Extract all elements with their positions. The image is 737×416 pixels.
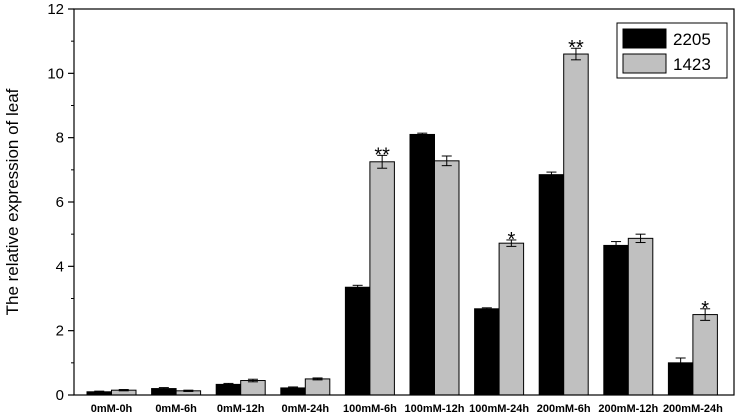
- error-bars-layer: [94, 47, 711, 393]
- y-tick-label: 12: [47, 1, 64, 18]
- bar-2205-0mM-12h: [215, 383, 242, 396]
- bar-1423-0mM-12h: [240, 380, 266, 396]
- x-tick-label: 200mM-24h: [663, 403, 723, 415]
- y-axis-title: The relative expression of leaf: [3, 88, 22, 315]
- x-tick-label: 200mM-12h: [598, 403, 658, 415]
- significance-marker: *: [701, 298, 709, 320]
- y-tick-label: 2: [56, 323, 64, 340]
- bar-2205-200mM-6h: [538, 174, 565, 396]
- y-tick-label: 4: [56, 258, 64, 275]
- legend-swatch-1423: [622, 53, 667, 74]
- y-tick-label: 10: [47, 65, 64, 82]
- significance-marker: **: [568, 37, 584, 59]
- bars-layer: [86, 53, 718, 396]
- x-tick-label: 100mM-6h: [343, 403, 397, 415]
- bar-1423-0mM-24h: [304, 378, 331, 396]
- bar-1423-200mM-6h: [563, 53, 589, 396]
- x-axis: 0mM-0h 0mM-6h 0mM-12h 0mM-24h 100mM-6h 100mM-…: [91, 403, 723, 415]
- legend-swatch-2205: [622, 28, 667, 49]
- bar-1423-100mM-12h: [434, 160, 460, 396]
- x-tick-label: 0mM-6h: [155, 403, 197, 415]
- x-tick-label: 0mM-0h: [91, 403, 133, 415]
- x-tick-label: 200mM-6h: [537, 403, 591, 415]
- legend-label-2205: 2205: [673, 30, 711, 49]
- x-tick-label: 0mM-24h: [281, 403, 329, 415]
- bar-1423-100mM-6h: [369, 161, 395, 396]
- bar-2205-100mM-24h: [474, 308, 500, 396]
- x-tick-label: 100mM-12h: [405, 403, 465, 415]
- bar-2205-100mM-12h: [409, 133, 435, 396]
- x-tick-label: 0mM-12h: [217, 403, 265, 415]
- bar-1423-200mM-12h: [627, 237, 654, 396]
- significance-marker: **: [374, 144, 390, 166]
- legend: 2205 1423: [616, 22, 728, 79]
- bar-2205-200mM-12h: [603, 244, 629, 396]
- bar-2205-100mM-6h: [344, 286, 371, 396]
- y-tick-label: 6: [56, 194, 64, 211]
- y-axis: 0 2 4 6 8 10 12: [47, 1, 74, 404]
- x-tick-label: 100mM-24h: [469, 403, 529, 415]
- significance-layer: ******: [374, 37, 709, 320]
- significance-marker: *: [507, 229, 515, 251]
- bar-1423-200mM-24h: [692, 314, 718, 396]
- y-tick-label: 0: [56, 387, 64, 404]
- y-tick-label: 8: [56, 130, 64, 147]
- legend-label-1423: 1423: [673, 55, 711, 74]
- bar-1423-100mM-24h: [498, 242, 525, 396]
